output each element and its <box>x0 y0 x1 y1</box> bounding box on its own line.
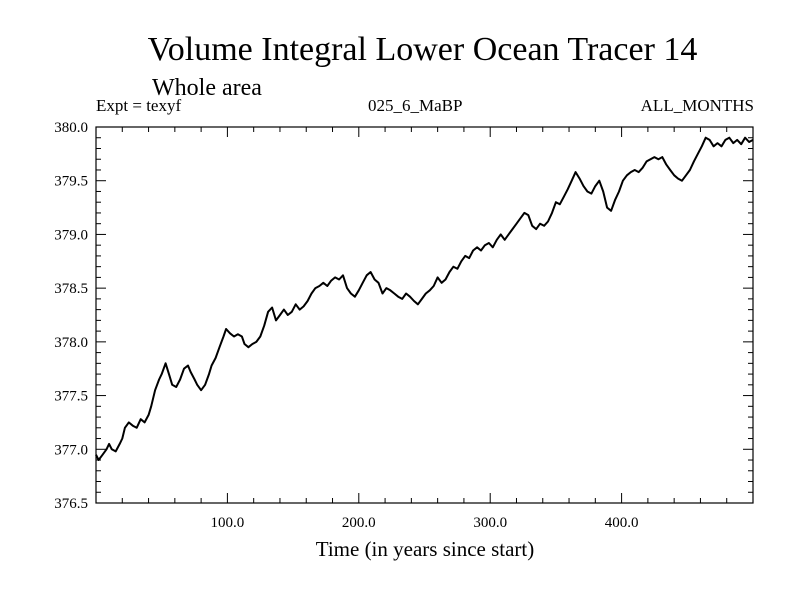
x-tick-label: 200.0 <box>342 515 376 531</box>
y-tick-label: 377.0 <box>54 442 88 458</box>
x-tick-label: 400.0 <box>605 515 639 531</box>
chart-subtitle: Whole area <box>152 75 262 101</box>
series-line <box>95 136 754 461</box>
y-tick-label: 379.5 <box>54 174 88 190</box>
x-tick-label: 100.0 <box>211 515 245 531</box>
experiment-label: Expt = texyf <box>96 96 182 115</box>
series-layer <box>95 136 754 461</box>
y-tick-label: 380.0 <box>54 120 88 136</box>
y-tick-label: 376.5 <box>54 496 88 512</box>
y-tick-label: 379.0 <box>54 227 88 243</box>
period-label: 025_6_MaBP <box>368 96 463 115</box>
x-axis-label: Time (in years since start) <box>316 537 535 561</box>
x-tick-label: 300.0 <box>473 515 507 531</box>
y-tick-label: 377.5 <box>54 389 88 405</box>
ticks: 376.5 377.0 377.5 378.0 378.5 379.0 379.5 380.0… <box>54 120 754 531</box>
months-label: ALL_MONTHS <box>640 96 754 115</box>
y-tick-label: 378.0 <box>54 335 88 351</box>
y-tick-label: 378.5 <box>54 281 88 297</box>
axes <box>95 126 754 504</box>
chart-title: Volume Integral Lower Ocean Tracer 14 <box>147 31 698 68</box>
plot-frame <box>95 126 754 504</box>
